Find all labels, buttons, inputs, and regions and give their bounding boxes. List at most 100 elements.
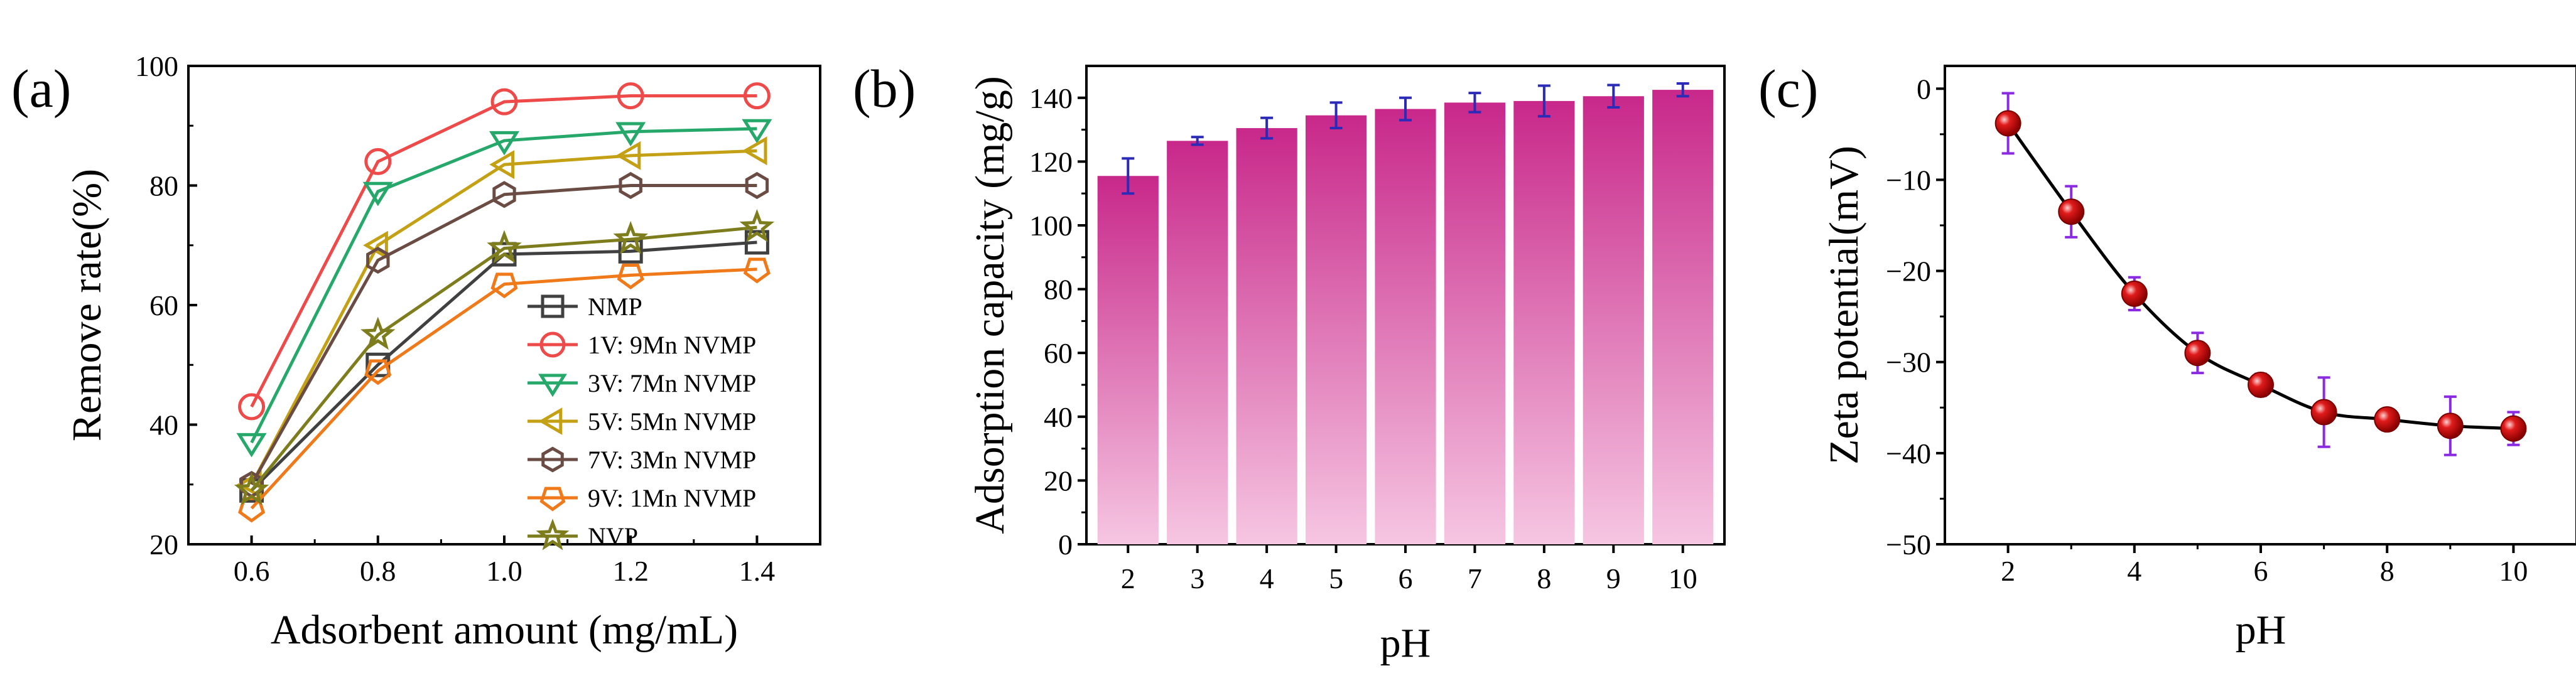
panel-a-data-point (236, 433, 267, 458)
panel-a-y-axis-label: Remove rate(%) (64, 169, 110, 441)
panel-a-data-point (366, 246, 390, 274)
panel-c: (c) 2 4 6 8 10 0 −10 −20 −30 −40 −50 pH Zeta poten… (1758, 58, 2576, 653)
panel-c-y-tick-label: −20 (1886, 255, 1931, 288)
panel-c-x-tick-label: 8 (2380, 555, 2395, 587)
panel-a-data-point (360, 316, 396, 350)
panel-a-legend-label: NVP (588, 522, 638, 551)
panel-a-x-tick-label: 1.2 (612, 555, 649, 587)
panel-c-x-tick-label: 2 (2001, 555, 2015, 587)
panel-a-x-axis-label: Adsorbent amount (mg/mL) (271, 607, 738, 653)
panel-c-data-point (2500, 415, 2527, 442)
panel-b-y-tick-label: 80 (1044, 274, 1073, 306)
panel-b-y-tick-label: 60 (1044, 337, 1073, 369)
panel-b-x-tick-label: 10 (1669, 562, 1697, 594)
panel-c-x-tick-label: 6 (2254, 555, 2268, 587)
panel-a-data-point (487, 230, 522, 264)
panel-a-data-point (617, 264, 644, 290)
panel-a-data-point (739, 209, 775, 242)
panel-a-data-point (742, 119, 772, 144)
panel-c-plot-frame (1944, 65, 2576, 546)
panel-a-data-point (613, 221, 648, 254)
panel-c-data-point (2058, 198, 2085, 225)
panel-a-data-point (615, 122, 646, 147)
panel-b-x-tick-label: 5 (1329, 562, 1343, 594)
panel-c-data-point (2121, 280, 2148, 307)
panel-b-x-tick-label: 8 (1537, 562, 1551, 594)
panel-c-y-tick-label: −10 (1886, 164, 1931, 196)
panel-a-series-line (250, 149, 757, 485)
panel-b-bar (1236, 128, 1297, 544)
panel-a-x-tick-label: 1.0 (486, 555, 522, 587)
panel-c-x-axis-label: pH (2236, 607, 2286, 653)
panel-a-data-point (742, 136, 767, 166)
panel-a-legend-marker (539, 487, 566, 512)
panel-b-bar (1375, 109, 1436, 544)
panel-a-legend-marker (539, 331, 566, 358)
panel-b-y-tick-label: 0 (1058, 529, 1073, 561)
panel-a-data-point (238, 393, 266, 421)
panel-a-legend-label: 5V: 5Mn NVMP (588, 407, 756, 436)
panel-b-bar (1097, 176, 1159, 544)
panel-a-series-line (250, 94, 757, 408)
panel-a-data-point (364, 148, 392, 175)
panel-a-legend-label: 3V: 7Mn NVMP (588, 369, 756, 397)
panel-a-data-point (234, 472, 269, 505)
panel-a-series-line (250, 267, 757, 510)
panel-a-data-point (490, 88, 518, 116)
panel-c-data-point (2184, 340, 2211, 367)
panel-a-data-point (743, 82, 771, 110)
panel-a-series-line (250, 184, 757, 485)
panel-c-y-axis-label: Zeta potential(mV) (1821, 146, 1867, 465)
panel-a: (a) 0.6 0.8 1.0 1.2 1.4 20 40 60 80 100 NMP 1V: 9M… (11, 50, 821, 653)
panel-b-x-tick-label: 7 (1468, 562, 1482, 594)
panel-c-y-tick-label: −30 (1886, 347, 1931, 379)
panel-c-x-tick-label: 4 (2127, 555, 2141, 587)
panel-c-data-point (2248, 372, 2274, 398)
panel-c-y-tick-label: −50 (1886, 529, 1931, 561)
panel-b-x-tick-label: 3 (1190, 562, 1204, 594)
panel-a-legend-label: NMP (588, 293, 642, 321)
panel-a-data-point (364, 359, 392, 385)
panel-c-data-point (2374, 406, 2401, 433)
panel-a-series-line (250, 127, 757, 444)
panel-a-legend-label: 1V: 9Mn NVMP (588, 331, 756, 359)
panel-a-data-point (238, 497, 266, 523)
panel-a-data-point (490, 272, 518, 299)
panel-c-data-point (2310, 399, 2337, 426)
panel-b-x-tick-label: 9 (1606, 562, 1621, 594)
panel-c-x-tick-label: 10 (2499, 555, 2528, 587)
panel-a-y-tick-label: 40 (149, 409, 178, 441)
panel-a-y-tick-label: 20 (149, 529, 178, 561)
panel-b-x-axis-label: pH (1380, 620, 1431, 666)
panel-b-x-tick-label: 4 (1260, 562, 1274, 594)
panel-c-y-tick-label: 0 (1917, 73, 1931, 105)
panel-a-y-tick-label: 100 (135, 50, 178, 82)
panel-b-label: (b) (853, 58, 916, 119)
panel-a-x-tick-label: 0.8 (360, 555, 396, 587)
panel-a-label: (a) (11, 58, 71, 119)
panel-a-data-point (489, 150, 515, 180)
panel-a-data-point (615, 141, 641, 170)
panel-a-legend-marker (538, 374, 567, 397)
panel-b-y-tick-label: 120 (1029, 146, 1073, 178)
panel-a-y-tick-label: 80 (149, 170, 178, 202)
panel-a-data-point (743, 257, 771, 284)
panel-a-data-point (492, 181, 516, 208)
panel-a-data-point (619, 171, 642, 200)
panel-c-data-point (1994, 110, 2021, 137)
panel-b-bar (1167, 141, 1228, 544)
panel-a-x-tick-label: 1.4 (739, 555, 776, 587)
panel-c-label: (c) (1758, 58, 1818, 119)
panel-b-bar (1444, 102, 1506, 545)
panel-a-legend-label: 9V: 1Mn NVMP (588, 484, 756, 512)
panel-a-data-point (362, 181, 393, 207)
panel-c-data-point (2437, 412, 2464, 439)
panel-a-legend-marker (538, 407, 563, 435)
panel-c-y-tick-label: −40 (1886, 438, 1931, 470)
panel-b-bar (1583, 96, 1644, 544)
panel-b-bar (1652, 90, 1714, 545)
panel-b-x-tick-label: 6 (1399, 562, 1413, 594)
panel-b-bar (1305, 115, 1367, 545)
panel-b-y-axis-label: Adsorption capacity (mg/g) (967, 76, 1013, 534)
